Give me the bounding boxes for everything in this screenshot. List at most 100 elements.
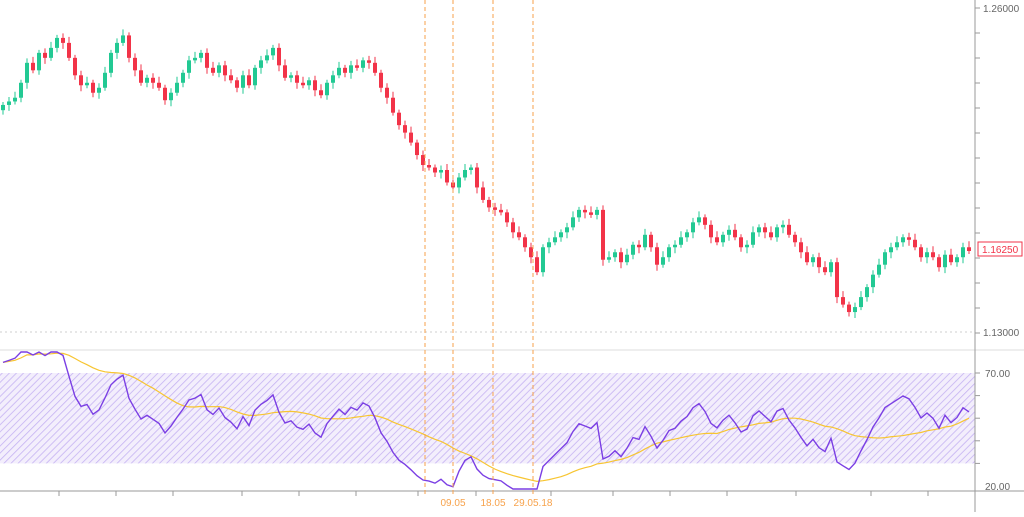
candle bbox=[373, 56, 377, 76]
candle-body bbox=[235, 80, 239, 88]
candle-body bbox=[511, 222, 515, 233]
candle bbox=[43, 48, 47, 64]
candle bbox=[139, 64, 143, 86]
candle bbox=[475, 163, 479, 194]
candle bbox=[931, 246, 935, 261]
candle bbox=[595, 206, 599, 220]
candle bbox=[667, 244, 671, 262]
candle-body bbox=[115, 42, 119, 53]
candle-body bbox=[121, 35, 125, 43]
candle-body bbox=[73, 57, 77, 76]
candle-body bbox=[349, 65, 353, 73]
candle bbox=[235, 77, 239, 93]
candle-body bbox=[883, 252, 887, 265]
candle-body bbox=[241, 75, 245, 88]
candle bbox=[529, 242, 533, 264]
candle-body bbox=[643, 234, 647, 248]
candle-body bbox=[433, 167, 437, 173]
candle bbox=[337, 61, 341, 79]
candle bbox=[313, 75, 317, 97]
candle-body bbox=[289, 75, 293, 78]
candle-body bbox=[487, 199, 491, 208]
candle bbox=[91, 79, 95, 98]
candle bbox=[739, 234, 743, 252]
candle-body bbox=[967, 247, 971, 251]
candle bbox=[511, 217, 515, 239]
candle bbox=[559, 229, 563, 242]
candle bbox=[949, 248, 953, 266]
candle bbox=[97, 83, 101, 99]
candle-body bbox=[475, 167, 479, 188]
candle bbox=[367, 55, 371, 69]
candle bbox=[565, 222, 569, 239]
candle bbox=[673, 240, 677, 254]
candle-body bbox=[391, 97, 395, 113]
candle bbox=[541, 244, 545, 277]
candle bbox=[811, 254, 815, 267]
candle-body bbox=[817, 257, 821, 268]
candle-body bbox=[763, 227, 767, 233]
candle-body bbox=[247, 75, 251, 86]
price-tick-1.13: 1.13000 bbox=[983, 328, 1020, 339]
candle bbox=[781, 220, 785, 234]
candle-body bbox=[445, 170, 449, 183]
candle-body bbox=[319, 90, 323, 96]
candle bbox=[841, 291, 845, 308]
candle bbox=[571, 211, 575, 231]
candle bbox=[25, 58, 29, 89]
candle-body bbox=[553, 237, 557, 243]
candle bbox=[67, 36, 71, 61]
candle-body bbox=[697, 217, 701, 223]
candle bbox=[775, 224, 779, 242]
candle bbox=[463, 164, 467, 181]
candle bbox=[607, 251, 611, 263]
candle-body bbox=[943, 254, 947, 268]
candle-body bbox=[769, 232, 773, 238]
candle bbox=[487, 196, 491, 212]
candle bbox=[385, 83, 389, 104]
candle bbox=[469, 164, 473, 175]
candle bbox=[763, 222, 767, 239]
candle bbox=[547, 237, 551, 254]
candle bbox=[151, 73, 155, 89]
candle-body bbox=[703, 217, 707, 225]
candle bbox=[85, 76, 89, 89]
rsi-signal-line bbox=[2, 352, 970, 482]
candle bbox=[871, 270, 875, 294]
candle-body bbox=[781, 224, 785, 228]
candle bbox=[757, 224, 761, 237]
candle-body bbox=[865, 287, 869, 298]
candle bbox=[169, 88, 173, 107]
candle bbox=[793, 231, 797, 247]
candle-body bbox=[229, 75, 233, 81]
candle bbox=[37, 49, 41, 75]
candle-body bbox=[871, 274, 875, 288]
candle-body bbox=[253, 67, 257, 86]
candle-body bbox=[343, 67, 347, 73]
candle-body bbox=[97, 87, 101, 93]
candle-body bbox=[379, 72, 383, 88]
candle-body bbox=[733, 229, 737, 238]
candle bbox=[379, 69, 383, 93]
candle bbox=[217, 62, 221, 78]
candle bbox=[553, 231, 557, 246]
candle-body bbox=[577, 209, 581, 218]
candle bbox=[637, 240, 641, 254]
candle bbox=[415, 139, 419, 160]
candle-body bbox=[463, 170, 467, 178]
candle bbox=[679, 231, 683, 248]
candle-body bbox=[397, 112, 401, 126]
candle-body bbox=[937, 257, 941, 268]
candle-body bbox=[31, 62, 35, 71]
candle-body bbox=[1, 104, 5, 111]
candle bbox=[937, 254, 941, 272]
candle bbox=[649, 231, 653, 252]
last-price-label: 1.16250 bbox=[977, 241, 1023, 257]
candle bbox=[685, 229, 689, 242]
rsi-tick-20: 20.00 bbox=[985, 482, 1010, 493]
candle-body bbox=[25, 62, 29, 83]
candle bbox=[229, 69, 233, 84]
candle bbox=[907, 232, 911, 246]
candle-body bbox=[457, 177, 461, 188]
